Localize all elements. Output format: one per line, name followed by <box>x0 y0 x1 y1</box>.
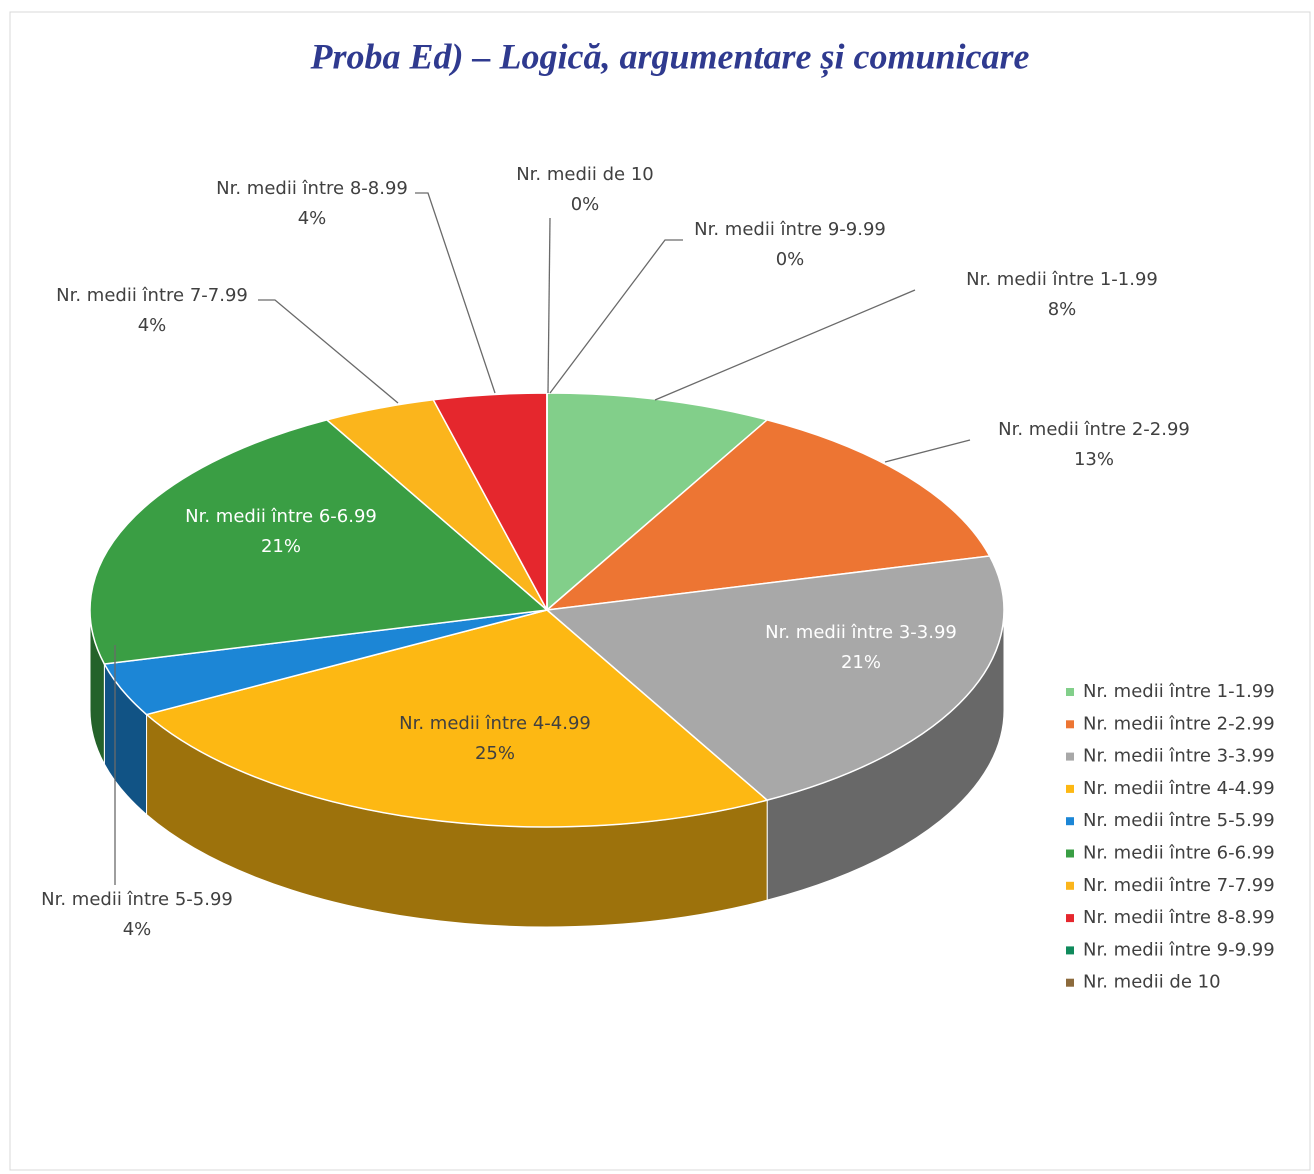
legend-label: Nr. medii între 5-5.99 <box>1083 810 1275 831</box>
data-label-name: Nr. medii între 6-6.99 <box>185 506 377 527</box>
legend-label: Nr. medii între 2-2.99 <box>1083 713 1275 734</box>
chart-title: Proba Ed) – Logică, argumentare și comun… <box>310 36 1030 77</box>
data-label-name: Nr. medii între 1-1.99 <box>966 269 1158 290</box>
legend-marker <box>1066 817 1074 826</box>
legend-label: Nr. medii între 4-4.99 <box>1083 778 1275 799</box>
data-label-name: Nr. medii între 9-9.99 <box>694 219 886 240</box>
slice <box>545 555 1005 801</box>
data-label-name: Nr. medii de 10 <box>516 164 654 185</box>
data-label-value: 4% <box>138 315 167 336</box>
legend-marker <box>1066 946 1074 955</box>
legend-label: Nr. medii între 9-9.99 <box>1083 939 1275 960</box>
legend-marker <box>1066 914 1074 923</box>
legend-label: Nr. medii între 8-8.99 <box>1083 907 1275 928</box>
legend-label: Nr. medii între 3-3.99 <box>1083 746 1275 767</box>
chart-border <box>9 11 1311 1171</box>
data-label-name: Nr. medii între 8-8.99 <box>216 178 408 199</box>
legend-label: Nr. medii între 6-6.99 <box>1083 843 1275 864</box>
slice <box>144 609 769 828</box>
data-label-name: Nr. medii între 7-7.99 <box>56 285 248 306</box>
data-label-value: 0% <box>571 194 600 215</box>
legend-marker <box>1066 784 1074 793</box>
data-label-name: Nr. medii între 3-3.99 <box>765 622 957 643</box>
leader-line <box>547 217 551 394</box>
slice <box>546 392 769 612</box>
legend-marker <box>1066 849 1074 858</box>
legend: Nr. medii între 1-1.99 Nr. medii între 2-… <box>1066 681 1275 993</box>
data-labels: Nr. medii între 1-1.99 8% Nr. medii între … <box>41 164 1190 940</box>
legend-marker <box>1066 688 1074 696</box>
slice <box>89 419 549 665</box>
data-label-value: 8% <box>1048 299 1077 320</box>
data-label-value: 0% <box>776 249 805 270</box>
data-label-value: 4% <box>123 919 152 940</box>
legend-marker <box>1066 720 1074 729</box>
data-label-value: 25% <box>475 743 515 764</box>
leader-line <box>258 299 399 404</box>
data-label-name: Nr. medii între 5-5.99 <box>41 889 233 910</box>
data-label-name: Nr. medii între 2-2.99 <box>998 419 1190 440</box>
legend-label: Nr. medii de 10 <box>1083 972 1221 993</box>
legend-label: Nr. medii între 7-7.99 <box>1083 875 1275 896</box>
leader-line <box>884 439 971 463</box>
leader-line <box>415 192 496 394</box>
data-label-value: 21% <box>841 652 881 673</box>
data-label-name: Nr. medii între 4-4.99 <box>399 713 591 734</box>
data-label-value: 13% <box>1074 449 1114 470</box>
data-label-value: 21% <box>261 536 301 557</box>
legend-marker <box>1066 978 1074 987</box>
legend-label: Nr. medii între 1-1.99 <box>1083 681 1275 702</box>
data-label-value: 4% <box>298 208 327 229</box>
legend-marker <box>1066 881 1074 890</box>
slice <box>544 419 991 612</box>
pie-tops <box>89 392 1005 828</box>
leader-line <box>549 239 683 394</box>
legend-marker <box>1066 752 1074 761</box>
leader-line <box>654 289 916 401</box>
